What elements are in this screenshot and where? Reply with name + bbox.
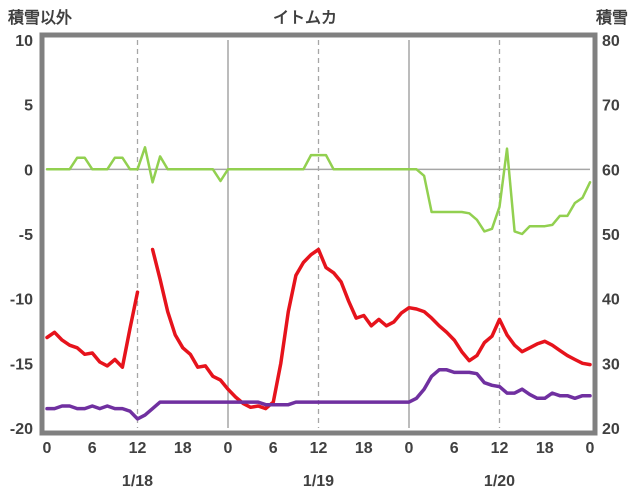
x-axis-hour-label: 12	[491, 440, 509, 457]
x-axis-hour-label: 18	[355, 440, 373, 457]
x-axis-date-label: 1/18	[122, 473, 153, 490]
right-axis-tick-label: 80	[602, 33, 620, 50]
left-axis-tick-label: 0	[24, 162, 33, 179]
right-axis-tick-label: 70	[602, 98, 620, 115]
x-axis-hour-label: 6	[88, 440, 97, 457]
right-axis-tick-label: 20	[602, 421, 620, 438]
left-axis-title: 積雪以外	[7, 8, 72, 27]
series-precipitation-green	[45, 146, 592, 236]
series-snow-depth-purple	[45, 368, 592, 421]
x-axis-hour-label: 12	[310, 440, 328, 457]
plot-frame	[39, 32, 598, 436]
series-temperature-red	[45, 247, 592, 411]
right-axis-tick-label: 50	[602, 227, 620, 244]
x-axis-hour-label: 0	[224, 440, 233, 457]
x-axis-date-label: 1/19	[303, 473, 334, 490]
x-axis-hour-label: 0	[586, 440, 595, 457]
x-axis-hour-label: 12	[129, 440, 147, 457]
right-axis-tick-label: 30	[602, 356, 620, 373]
left-axis-tick-label: -20	[10, 421, 33, 438]
left-axis-tick-label: -5	[19, 227, 33, 244]
left-axis-tick-label: 5	[24, 98, 33, 115]
left-axis-tick-label: -10	[10, 292, 33, 309]
right-axis-title: 積雪	[595, 8, 628, 27]
x-axis-hour-label: 18	[174, 440, 192, 457]
x-axis-hour-label: 6	[450, 440, 459, 457]
left-axis-tick-label: 10	[15, 33, 33, 50]
chart-title: イトムカ	[273, 9, 337, 27]
x-axis-hour-label: 0	[405, 440, 414, 457]
x-axis-hour-label: 18	[536, 440, 554, 457]
right-axis-tick-label: 40	[602, 292, 620, 309]
x-axis-hour-label: 6	[269, 440, 278, 457]
right-axis-tick-label: 60	[602, 162, 620, 179]
x-axis-hour-label: 0	[43, 440, 52, 457]
left-axis-tick-label: -15	[10, 356, 33, 373]
x-axis-date-label: 1/20	[484, 473, 515, 490]
